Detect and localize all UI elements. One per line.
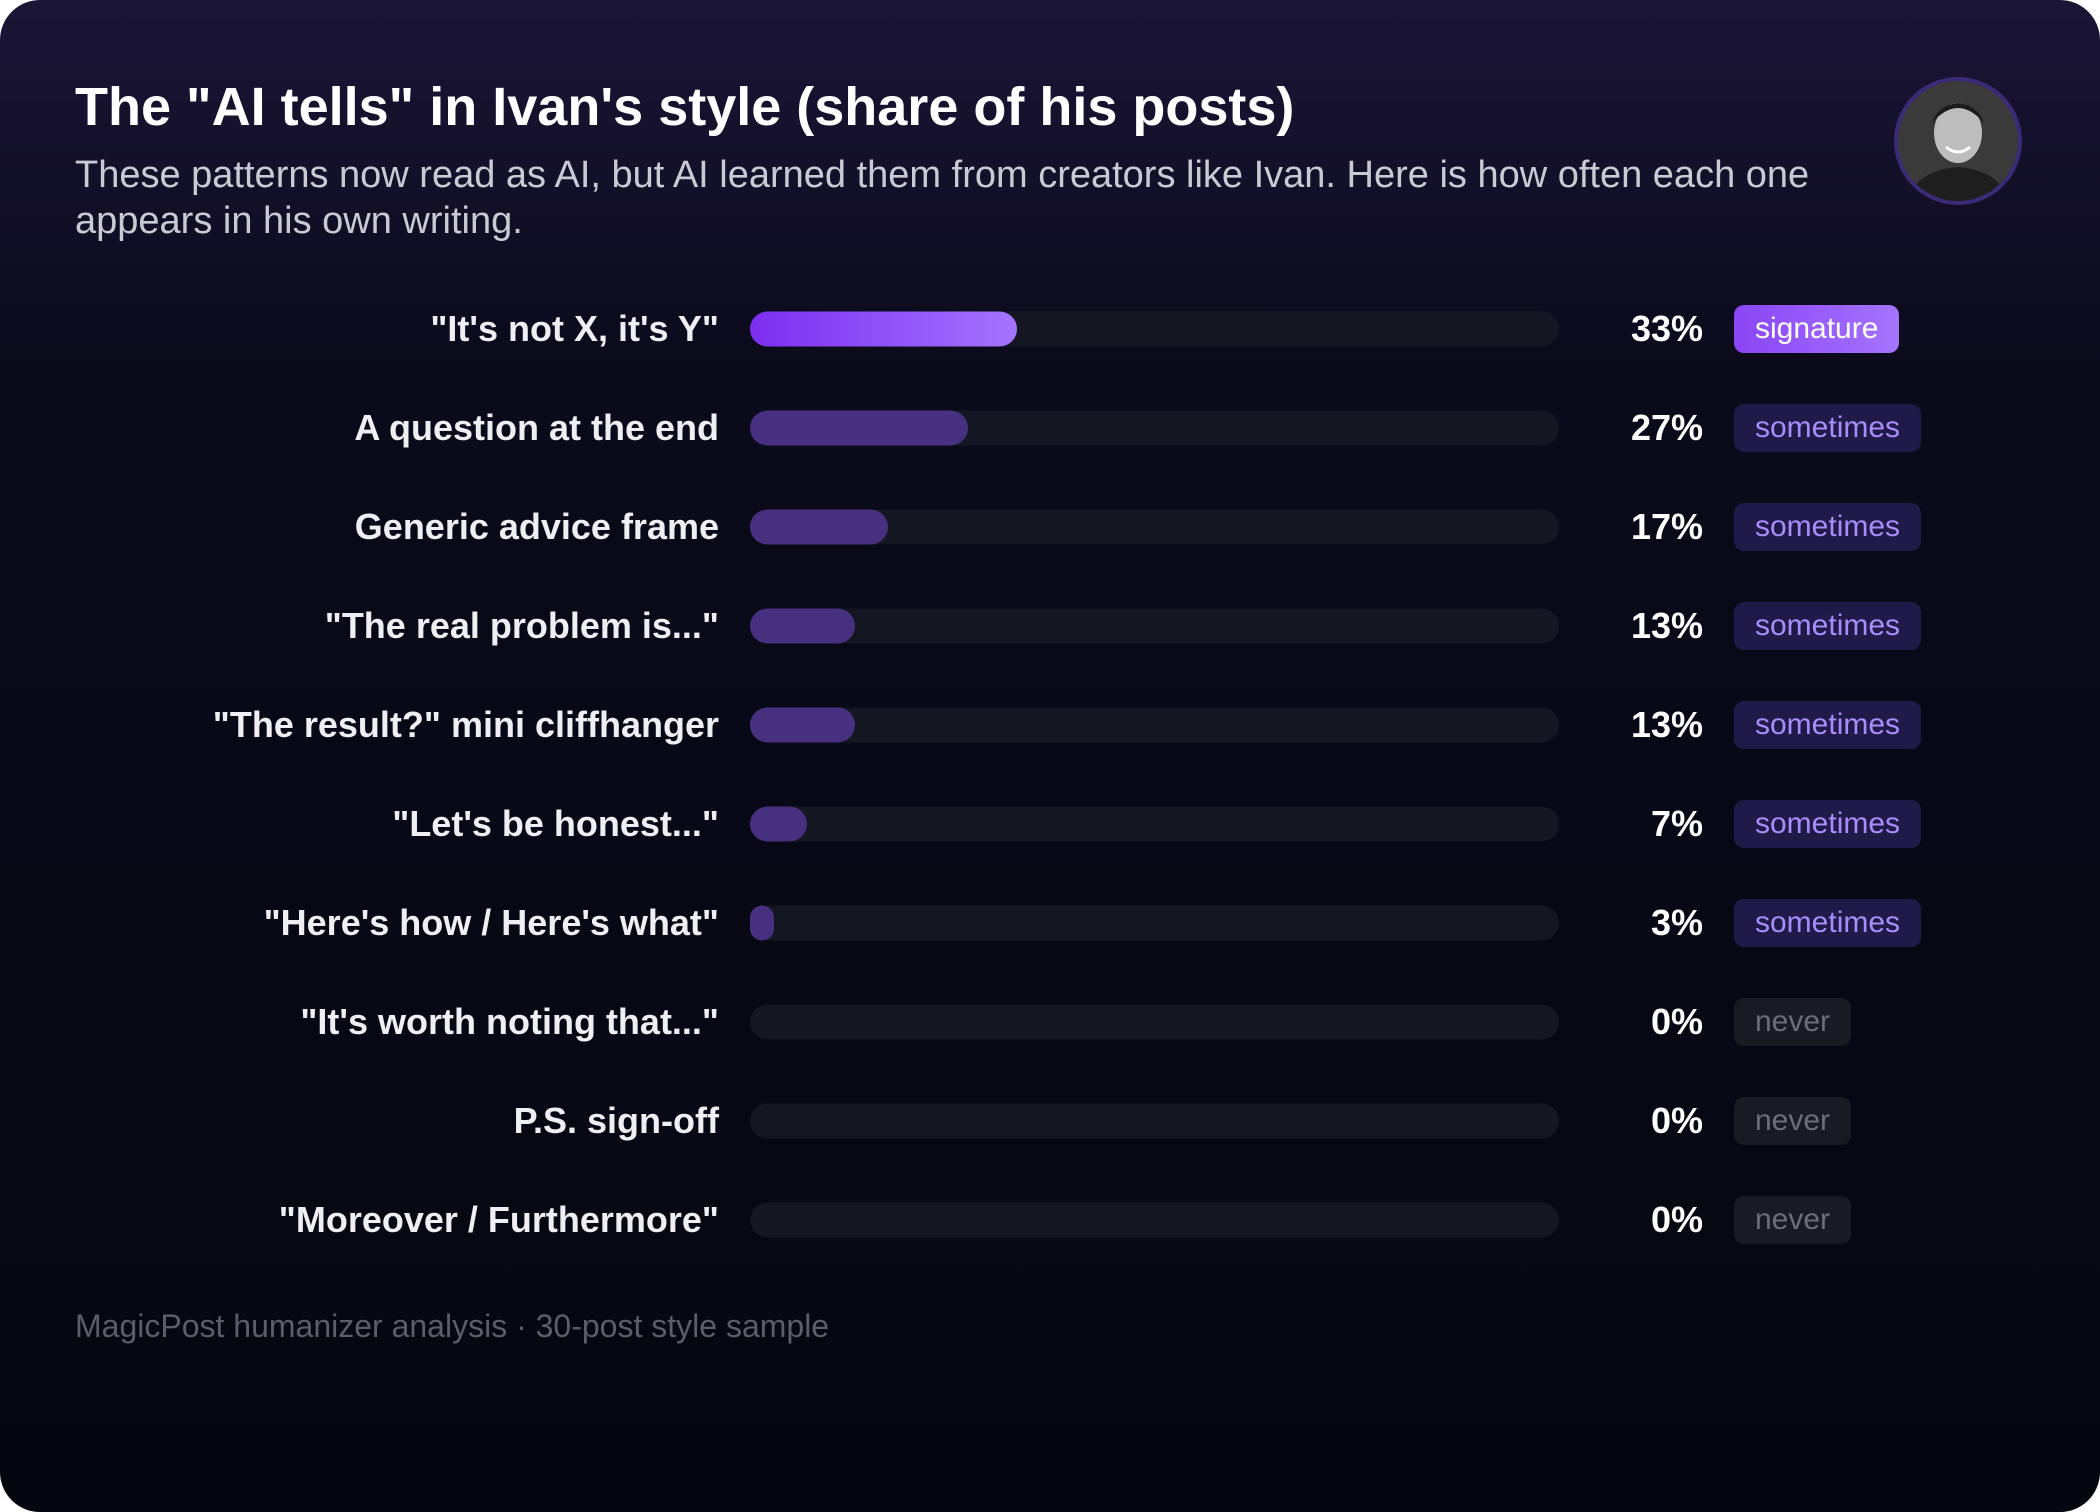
bar-track bbox=[750, 905, 1559, 941]
bar bbox=[750, 806, 807, 842]
frequency-tag: signature bbox=[1734, 305, 1900, 353]
bar-track bbox=[750, 1103, 1559, 1139]
frequency-tag: sometimes bbox=[1734, 404, 1922, 452]
frequency-tag: sometimes bbox=[1734, 602, 1922, 650]
bar-track bbox=[750, 806, 1559, 842]
chart-subtitle: These patterns now read as AI, but AI le… bbox=[75, 154, 1810, 242]
value-label: 33% bbox=[1630, 308, 1703, 349]
category-label: "It's worth noting that..." bbox=[300, 1001, 719, 1042]
frequency-tag: sometimes bbox=[1734, 899, 1922, 947]
category-label: Generic advice frame bbox=[354, 506, 719, 547]
bar bbox=[750, 311, 1017, 347]
frequency-tag: sometimes bbox=[1734, 701, 1922, 749]
chart-title: The "AI tells" in Ivan's style (share of… bbox=[75, 77, 1295, 137]
value-label: 0% bbox=[1650, 1001, 1703, 1042]
value-label: 3% bbox=[1650, 902, 1703, 943]
frequency-tag: sometimes bbox=[1734, 800, 1922, 848]
frequency-tag: sometimes bbox=[1734, 503, 1922, 551]
category-label: "Here's how / Here's what" bbox=[263, 902, 719, 943]
value-label: 7% bbox=[1650, 803, 1703, 844]
category-label: A question at the end bbox=[354, 407, 719, 448]
category-label: "The real problem is..." bbox=[324, 605, 719, 646]
bar bbox=[750, 608, 856, 644]
value-label: 13% bbox=[1630, 605, 1703, 646]
avatar bbox=[1894, 77, 2022, 205]
value-label: 27% bbox=[1630, 407, 1703, 448]
bar bbox=[750, 509, 888, 545]
bar bbox=[750, 905, 775, 941]
category-label: "Let's be honest..." bbox=[392, 803, 719, 844]
bar-track bbox=[750, 1004, 1559, 1040]
value-label: 17% bbox=[1630, 506, 1703, 547]
category-label: P.S. sign-off bbox=[513, 1100, 719, 1141]
frequency-tag: never bbox=[1734, 1097, 1852, 1145]
bar-track bbox=[750, 707, 1559, 743]
footer-note: MagicPost humanizer analysis · 30-post s… bbox=[75, 1308, 830, 1344]
value-label: 0% bbox=[1650, 1199, 1703, 1240]
value-label: 13% bbox=[1630, 704, 1703, 745]
category-label: "Moreover / Furthermore" bbox=[278, 1199, 719, 1240]
category-label: "It's not X, it's Y" bbox=[430, 308, 719, 349]
bar bbox=[750, 707, 856, 743]
frequency-tag: never bbox=[1734, 1196, 1852, 1244]
bar-track bbox=[750, 608, 1559, 644]
category-label: "The result?" mini cliffhanger bbox=[212, 704, 719, 745]
value-label: 0% bbox=[1650, 1100, 1703, 1141]
bar-track bbox=[750, 1202, 1559, 1238]
bar bbox=[750, 410, 969, 446]
frequency-tag: never bbox=[1734, 998, 1852, 1046]
